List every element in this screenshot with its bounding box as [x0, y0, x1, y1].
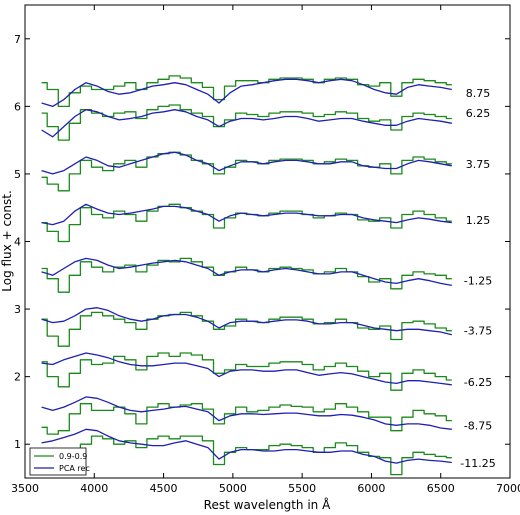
spectrum-series-3p75 [41, 311, 452, 347]
pca-rec-series-1p25 [41, 257, 452, 287]
spectrum-series--3p75 [41, 151, 452, 192]
spectrum-series-6p25 [41, 352, 452, 391]
spectrum-series-11p25 [41, 435, 452, 476]
offset-label: -11.25 [460, 457, 495, 470]
pca-rec-series-3p75 [41, 307, 452, 336]
x-tick-label: 5500 [288, 482, 316, 495]
y-axis-ticks: 1 2 3 4 5 6 7 [14, 33, 510, 451]
spectrum-series-1p25 [41, 257, 452, 293]
offset-label: -1.25 [464, 275, 492, 288]
series-layer [41, 75, 452, 476]
offset-label: 1.25 [466, 214, 491, 227]
offset-label: -3.75 [464, 325, 492, 338]
x-tick-label: 7000 [496, 482, 520, 495]
x-axis-label: Rest wavelength in Å [204, 497, 331, 512]
pca-rec-series--6p25 [41, 109, 452, 138]
y-tick-label: 5 [14, 168, 21, 181]
spectrum-series--1p25 [41, 203, 452, 243]
x-tick-label: 6000 [357, 482, 385, 495]
x-tick-label: 4500 [150, 482, 178, 495]
offset-label: -6.25 [464, 376, 492, 389]
offset-label: 8.75 [466, 87, 491, 100]
spectrum-series--8p75 [41, 75, 452, 108]
offset-label: 3.75 [466, 158, 491, 171]
legend-box [29, 447, 87, 476]
pca-rec-series-8p75 [41, 396, 452, 430]
y-tick-label: 6 [14, 100, 21, 113]
x-tick-label: 6500 [427, 482, 455, 495]
pca-rec-series--1p25 [41, 203, 452, 226]
y-tick-label: 1 [14, 438, 21, 451]
y-tick-label: 7 [14, 33, 21, 46]
x-tick-label: 5000 [219, 482, 247, 495]
legend-label-green: 0.9-0.9 [59, 452, 87, 461]
pca-rec-series-6p25 [41, 352, 452, 386]
y-tick-label: 2 [14, 371, 21, 384]
y-tick-label: 3 [14, 303, 21, 316]
x-tick-label: 4000 [80, 482, 108, 495]
pca-rec-series--8p75 [41, 78, 452, 108]
pca-rec-series-11p25 [41, 428, 452, 464]
y-tick-label: 4 [14, 236, 21, 249]
spectrum-series--6p25 [41, 104, 452, 141]
y-axis-label: Log flux + const. [0, 190, 14, 292]
pca-rec-series--3p75 [41, 151, 452, 175]
legend: 0.9-0.9 PCA rec [29, 447, 90, 476]
legend-label-blue: PCA rec [59, 464, 90, 473]
offset-label: 6.25 [466, 107, 491, 120]
x-axis-ticks: 3500 4000 4500 5000 5500 6000 6500 7000 [11, 5, 520, 495]
offset-labels: 8.75 6.25 3.75 1.25 -1.25 -3.75 -6.25 -8.75 -11.… [460, 87, 495, 470]
spectrum-series-8p75 [41, 403, 452, 435]
x-tick-label: 3500 [11, 482, 39, 495]
offset-label: -8.75 [464, 419, 492, 432]
plot-background [25, 5, 510, 478]
